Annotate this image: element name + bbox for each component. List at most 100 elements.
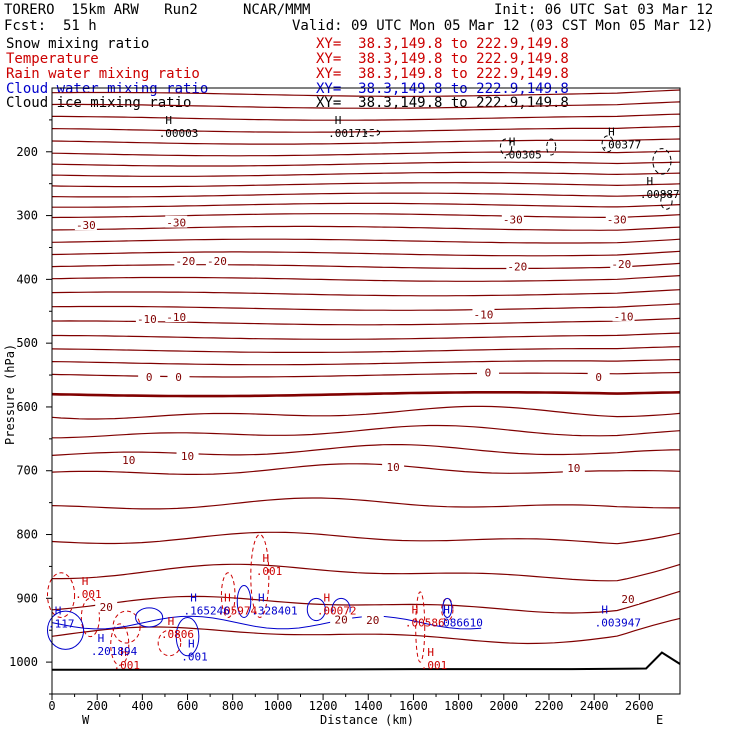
legend-temperature-xy: XY= 38.3,149.8 to 222.9,149.8 [316, 51, 569, 67]
center-label: NCAR/MMM [243, 2, 311, 18]
hydrometeor-contour [220, 572, 236, 618]
temperature-label: 10 [122, 454, 135, 467]
legend-temperature: Temperature [6, 51, 99, 67]
maximum-marker: H [98, 632, 105, 645]
isotherm-line [51, 346, 681, 353]
temperature-label-bg [562, 461, 585, 474]
maximum-marker: H [258, 591, 265, 604]
temperature-label-bg [382, 459, 405, 472]
isotherm-line [51, 150, 681, 157]
x-tick-label: 600 [177, 699, 199, 713]
hydrometeor-contour [365, 128, 381, 137]
temperature-label: 10 [567, 462, 580, 475]
temperature-label-bg [205, 253, 228, 266]
maximum-marker: H [412, 603, 419, 616]
temperature-label: 0 [146, 371, 153, 384]
x-axis-title: Distance (km) [320, 713, 414, 727]
temperature-label: -10 [166, 311, 186, 324]
maximum-value-label: .328401 [251, 604, 297, 617]
temperature-label: 0 [595, 371, 602, 384]
isotherm-line [51, 444, 681, 456]
temperature-label: 20 [100, 601, 113, 614]
maximum-value-label: .001 [421, 659, 448, 672]
temperature-label: 20 [335, 613, 348, 626]
y-tick-label: 1000 [9, 655, 38, 669]
temperature-label-bg [605, 212, 628, 225]
init-time: Init: 06 UTC Sat 03 Mar 12 [494, 2, 714, 18]
temperature-label: 0 [485, 367, 492, 380]
hydrometeor-contour [175, 616, 200, 657]
legend-snow: Snow mixing ratio [6, 36, 150, 52]
temperature-label-bg [117, 452, 140, 465]
legend-snow-xy: XY= 38.3,149.8 to 222.9,149.8 [316, 36, 569, 52]
maximum-value-label: .003947 [595, 616, 641, 629]
maximum-marker: H [82, 575, 89, 588]
temperature-label-bg [138, 369, 161, 382]
hydrometeor-contour [236, 585, 252, 618]
hydrometeor-contour [546, 138, 557, 156]
y-tick-label: 500 [16, 336, 38, 350]
hydrometeor-contour [110, 623, 130, 666]
y-tick-label: 300 [16, 209, 38, 223]
maximum-value-label: .086610 [437, 616, 483, 629]
hydrometeor-contour [660, 192, 673, 210]
temperature-label-bg [174, 253, 197, 266]
isotherm-line [51, 303, 681, 311]
x-tick-label: 1400 [354, 699, 383, 713]
cloud-water-layer [51, 615, 482, 630]
temperature-label-bg [361, 613, 384, 626]
isotherm-line [52, 89, 681, 97]
isotherm-line [51, 391, 681, 398]
maximum-marker: H [601, 603, 608, 616]
temperature-label-bg [472, 307, 495, 320]
isotherm-line [51, 275, 681, 282]
maximum-value-label: .00072 [317, 604, 357, 617]
temperature-label: -10 [614, 310, 634, 323]
hydrometeor-contours [46, 128, 673, 666]
hydrometeor-contour [80, 597, 100, 638]
isotherm-line [52, 424, 681, 439]
plot-frame [51, 87, 681, 695]
east-label: E [656, 713, 663, 727]
maximum-marker: H [168, 615, 175, 628]
isotherm-line [51, 359, 681, 366]
temperature-label: -30 [76, 219, 96, 232]
isotherm-line [51, 463, 681, 475]
legend-cloud-ice: Cloud ice mixing ratio [6, 95, 192, 111]
temperature-label: -30 [166, 217, 186, 230]
west-label: W [82, 713, 90, 727]
maximum-marker: H [509, 135, 516, 148]
temperature-label: -30 [503, 213, 523, 226]
temperature-label: 0 [175, 371, 182, 384]
x-tick-label: 2200 [535, 699, 564, 713]
temperature-label-bg [330, 612, 353, 625]
maximum-value-label: .001 [75, 588, 102, 601]
temperature-label-bg [165, 310, 188, 323]
isotherm-line [52, 563, 681, 582]
maximum-value-label: .00003 [159, 127, 199, 140]
temperature-label-bg [476, 365, 499, 378]
hydrometeor-contour [112, 610, 141, 644]
isotherm-line [51, 405, 681, 420]
temperature-label-bg [135, 311, 158, 324]
maximum-value-label: .00171 [328, 127, 368, 140]
maximum-value-label: .00305 [502, 148, 542, 161]
y-tick-label: 700 [16, 464, 38, 478]
x-tick-label: 2600 [625, 699, 654, 713]
hydrometeor-contour [46, 572, 76, 618]
isotherm-line [51, 161, 681, 167]
temperature-label-bg [506, 259, 529, 272]
hydrometeor-contour [499, 138, 513, 156]
isotherm-line [51, 101, 681, 109]
x-tick-label: 1800 [444, 699, 473, 713]
temperature-label: -10 [137, 313, 157, 326]
maximum-value-label: .165246 [184, 604, 230, 617]
maximum-marker: H [608, 126, 615, 139]
valid-time: Valid: 09 UTC Mon 05 Mar 12 (03 CST Mon … [292, 18, 714, 34]
y-tick-label: 400 [16, 272, 38, 286]
maximum-value-label: .001 [114, 659, 141, 672]
x-tick-label: 400 [132, 699, 154, 713]
temperature-label: 10 [181, 450, 194, 463]
temperature-label: -10 [474, 308, 494, 321]
